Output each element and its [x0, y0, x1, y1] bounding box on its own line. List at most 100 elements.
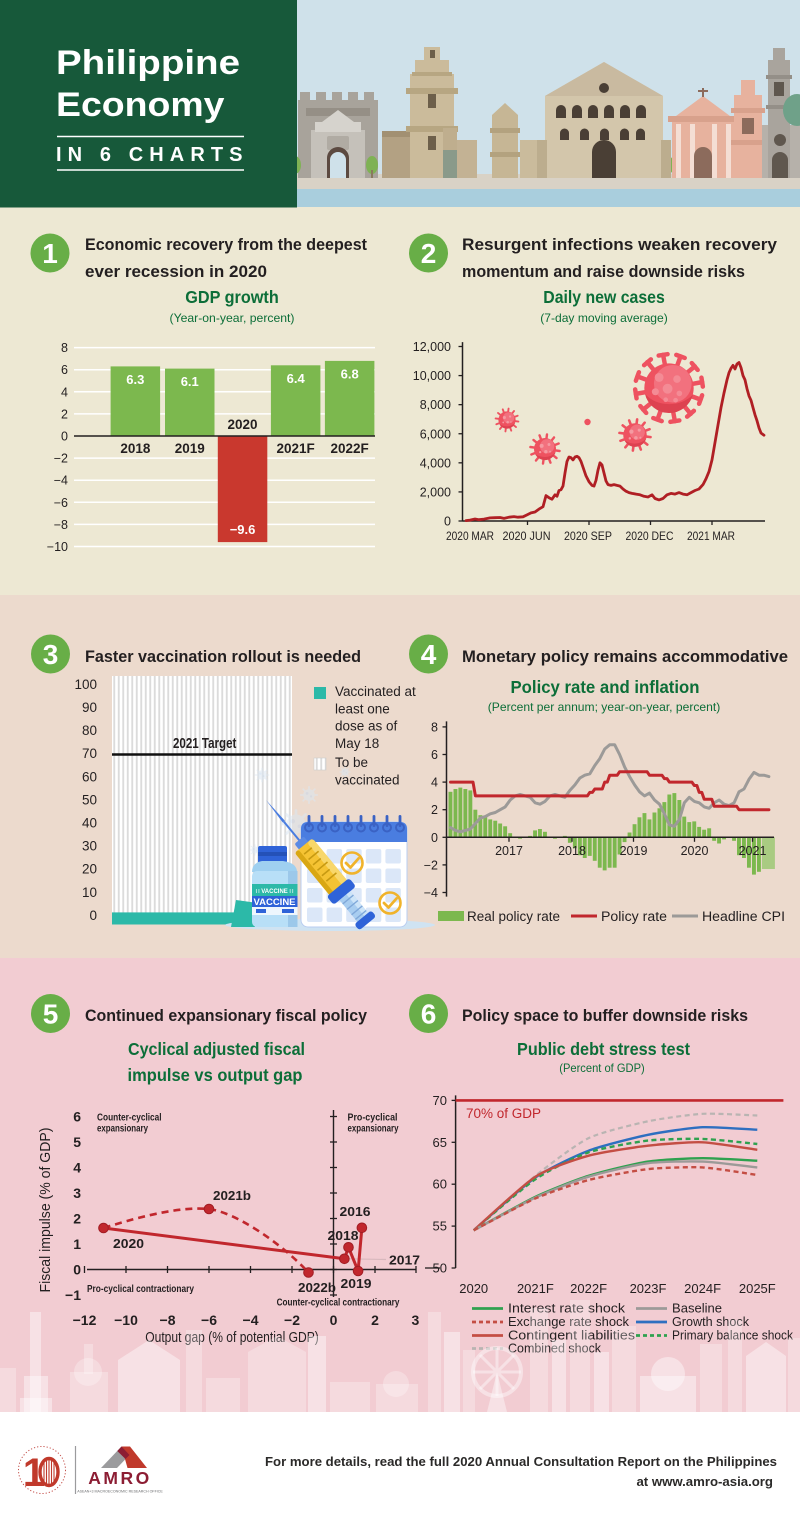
svg-text:−4: −4	[424, 886, 438, 900]
svg-text:6.4: 6.4	[287, 371, 306, 386]
svg-text:Policy space to buffer downsid: Policy space to buffer downside risks	[462, 1006, 748, 1025]
svg-text:55: 55	[433, 1219, 447, 1234]
svg-text:70: 70	[433, 1093, 447, 1108]
svg-text:−8: −8	[54, 518, 68, 532]
svg-text:5: 5	[43, 999, 59, 1030]
svg-text:6: 6	[421, 999, 437, 1030]
svg-text:0: 0	[431, 831, 438, 845]
svg-text:2020: 2020	[681, 844, 709, 858]
svg-text:−12: −12	[73, 1312, 97, 1328]
svg-text:2021 Target: 2021 Target	[173, 736, 237, 752]
svg-text:0: 0	[330, 1312, 338, 1328]
svg-text:2016: 2016	[340, 1205, 371, 1219]
svg-text:2021F: 2021F	[517, 1281, 554, 1296]
svg-text:Vaccinated at: Vaccinated at	[335, 684, 416, 699]
svg-text:−2: −2	[54, 452, 68, 466]
svg-text:8,000: 8,000	[420, 398, 451, 412]
svg-text:6: 6	[73, 1109, 81, 1125]
svg-text:momentum and raise downside ri: momentum and raise downside risks	[462, 262, 745, 281]
svg-text:50: 50	[82, 792, 97, 807]
svg-text:2020: 2020	[113, 1237, 144, 1251]
svg-text:Real policy rate: Real policy rate	[467, 909, 560, 924]
svg-text:Combined shock: Combined shock	[508, 1341, 601, 1356]
svg-text:2: 2	[61, 407, 68, 421]
svg-text:ever recession in 2020: ever recession in 2020	[85, 262, 267, 281]
svg-text:Counter-cyclical: Counter-cyclical	[97, 1112, 162, 1124]
svg-text:3: 3	[73, 1185, 81, 1201]
svg-text:Monetary policy remains accomm: Monetary policy remains accommodative	[462, 647, 788, 666]
svg-text:Policy rate and inflation: Policy rate and inflation	[511, 677, 700, 697]
svg-text:expansionary: expansionary	[97, 1123, 148, 1135]
svg-text:−2: −2	[284, 1312, 300, 1328]
svg-text:10,000: 10,000	[413, 369, 451, 383]
svg-text:at www.amro-asia.org: at www.amro-asia.org	[636, 1474, 773, 1489]
svg-text:2020: 2020	[228, 417, 258, 432]
svg-text:2: 2	[73, 1211, 81, 1227]
svg-text:4: 4	[73, 1160, 81, 1176]
svg-text:Philippine: Philippine	[56, 44, 240, 82]
svg-text:2: 2	[431, 803, 438, 817]
svg-text:8: 8	[431, 720, 438, 734]
svg-text:0: 0	[89, 908, 97, 923]
svg-text:6,000: 6,000	[420, 427, 451, 441]
svg-text:expansionary: expansionary	[348, 1123, 399, 1135]
svg-text:−4: −4	[243, 1312, 259, 1328]
svg-text:3: 3	[43, 639, 59, 670]
svg-text:0: 0	[444, 515, 451, 529]
svg-text:65: 65	[433, 1135, 447, 1150]
svg-text:1: 1	[73, 1236, 81, 1252]
svg-text:40: 40	[82, 816, 97, 831]
svg-text:−6: −6	[54, 496, 68, 510]
svg-text:2018: 2018	[558, 844, 586, 858]
svg-text:Baseline: Baseline	[672, 1301, 722, 1316]
svg-text:0: 0	[61, 430, 68, 444]
svg-text:6: 6	[431, 748, 438, 762]
svg-text:20: 20	[82, 862, 97, 877]
svg-text:2017: 2017	[495, 844, 523, 858]
svg-text:2023F: 2023F	[630, 1281, 667, 1296]
svg-text:Growth shock: Growth shock	[672, 1314, 749, 1329]
svg-text:least one: least one	[335, 701, 390, 716]
svg-text:2: 2	[371, 1312, 379, 1328]
svg-text:3: 3	[412, 1312, 420, 1328]
svg-text:Pro-cyclical: Pro-cyclical	[348, 1112, 398, 1124]
svg-text:2020 SEP: 2020 SEP	[564, 529, 612, 543]
svg-text:Exchange rate shock: Exchange rate shock	[508, 1314, 629, 1329]
svg-text:2020: 2020	[459, 1281, 488, 1296]
svg-text:Resurgent infections weaken re: Resurgent infections weaken recovery	[462, 235, 778, 254]
svg-text:Daily new cases: Daily new cases	[543, 287, 665, 307]
svg-text:70% of GDP: 70% of GDP	[466, 1106, 541, 1121]
svg-text:(Percent per annum; year-on-ye: (Percent per annum; year-on-year, percen…	[488, 700, 721, 714]
svg-text:−6: −6	[201, 1312, 217, 1328]
svg-text:Counter-cyclical contractionar: Counter-cyclical contractionary	[277, 1297, 400, 1309]
svg-text:∷ VACCINE ∷: ∷ VACCINE ∷	[256, 889, 294, 895]
svg-text:0: 0	[73, 1262, 81, 1278]
svg-text:2017: 2017	[389, 1254, 420, 1268]
svg-text:2,000: 2,000	[420, 485, 451, 499]
svg-text:6: 6	[61, 363, 68, 377]
svg-text:Cyclical adjusted fiscal: Cyclical adjusted fiscal	[128, 1039, 305, 1059]
svg-text:2019: 2019	[175, 441, 205, 456]
svg-text:2021b: 2021b	[213, 1189, 251, 1203]
svg-text:60: 60	[82, 769, 97, 784]
svg-text:2021: 2021	[739, 844, 767, 858]
svg-text:1: 1	[42, 238, 58, 269]
svg-text:2020 MAR: 2020 MAR	[446, 529, 494, 543]
svg-text:2020 JUN: 2020 JUN	[503, 529, 551, 543]
svg-text:5: 5	[73, 1134, 81, 1150]
svg-text:2022b: 2022b	[298, 1281, 336, 1295]
svg-text:2: 2	[421, 238, 437, 269]
svg-text:(Percent of GDP): (Percent of GDP)	[559, 1061, 645, 1075]
svg-text:Pro-cyclical contractionary: Pro-cyclical contractionary	[87, 1283, 194, 1295]
svg-text:60: 60	[433, 1177, 447, 1192]
svg-text:6.1: 6.1	[181, 374, 199, 389]
svg-text:Continued expansionary fiscal: Continued expansionary fiscal policy	[85, 1006, 368, 1025]
svg-text:GDP growth: GDP growth	[185, 287, 279, 307]
svg-text:2021F: 2021F	[277, 441, 315, 456]
svg-text:2025F: 2025F	[739, 1281, 776, 1296]
svg-text:4: 4	[421, 639, 437, 670]
svg-text:−1: −1	[65, 1287, 81, 1303]
svg-text:Contingent liabilities: Contingent liabilities	[508, 1328, 636, 1343]
svg-text:1: 1	[23, 1451, 45, 1495]
svg-text:−2: −2	[424, 858, 438, 872]
